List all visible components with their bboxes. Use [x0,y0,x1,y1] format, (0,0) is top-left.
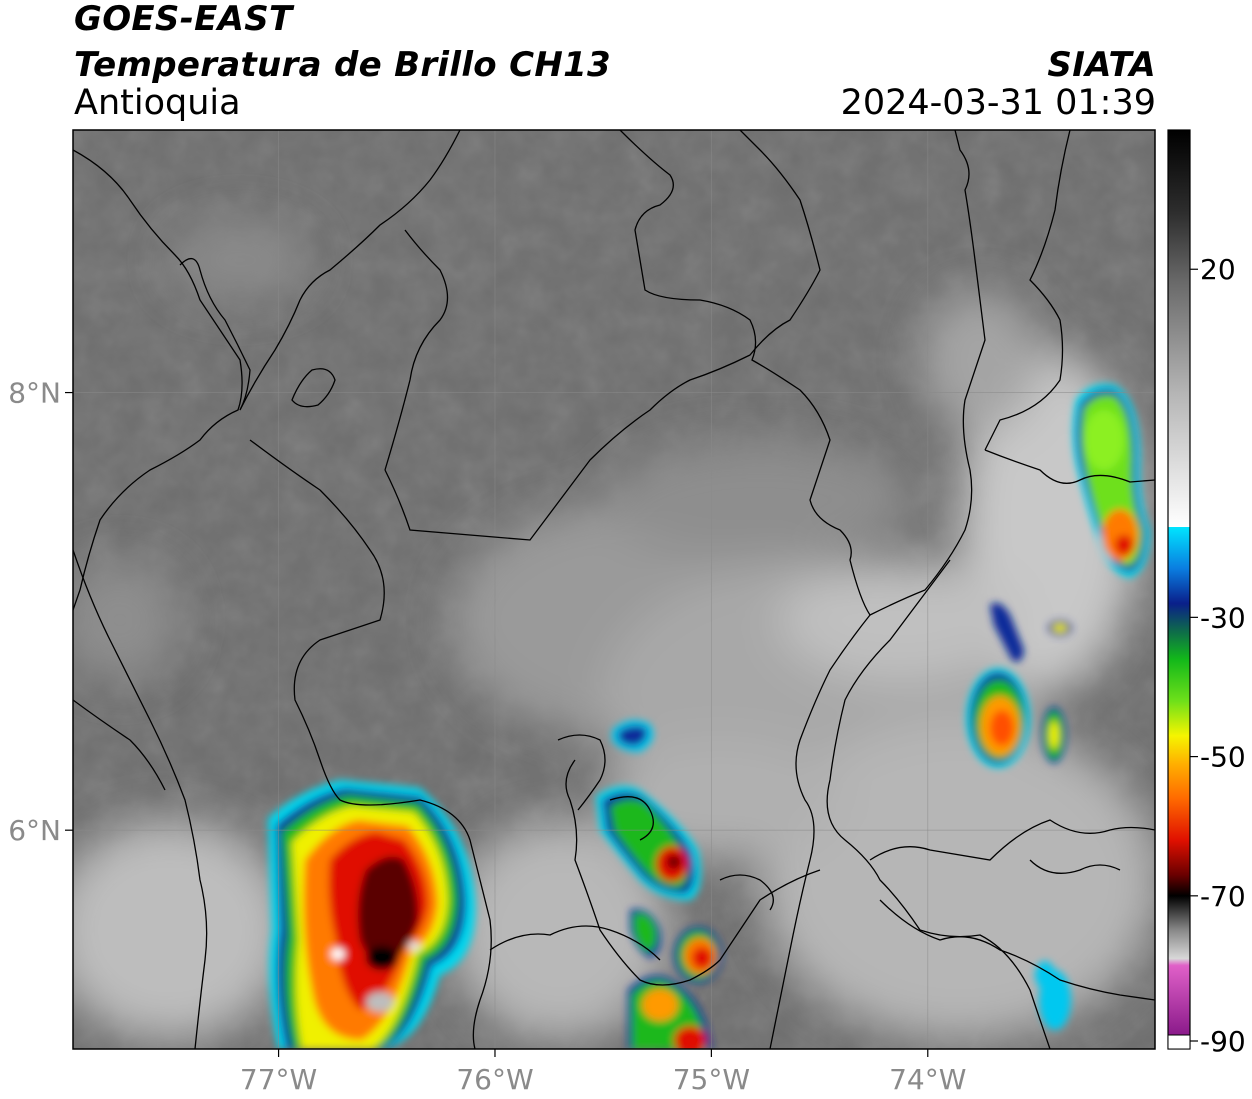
region-label: Antioquia [74,83,241,123]
boundaries [73,130,1155,1049]
map-area [73,130,1155,1049]
central-departments [565,759,821,986]
datetime-label: 2024-03-31 01:39 [840,83,1156,123]
venezuela-border [984,130,1071,451]
colorbar-tick-label: -30 [1200,601,1246,634]
municipal-lines-2 [609,796,654,841]
colorbar-under-cell [1167,1034,1191,1050]
antioquia-border-north [384,130,821,541]
gulf-of-uraba-east [239,130,461,411]
colorbar-tick-label: -90 [1200,1025,1246,1058]
product-title: Temperatura de Brillo CH13 [74,45,612,85]
axis-ticks: 77°W 76°W 75°W 74°W 8°N 6°N [8,377,966,1096]
gridlines [73,130,1155,1049]
coastline [73,149,243,611]
municipal-lines-1 [557,734,606,811]
map-frame [72,129,1156,1050]
x-tick-label: 77°W [240,1063,317,1096]
colorbar-fill [1168,130,1190,1049]
antioquia-border-west [249,439,492,1049]
cordoba-border [384,229,449,471]
atrato-delta [291,368,336,408]
choco-border [73,699,166,791]
santander-border [769,614,871,1049]
storm-cell-northeast [1072,384,1150,578]
organization-label: SIATA [1047,45,1156,85]
colorbar-tick-label: -50 [1200,741,1246,774]
municipal-lines-4 [719,874,774,911]
eastern-border [984,449,1155,484]
satellite-title: GOES-EAST [74,0,293,39]
bolivar-border [619,130,986,616]
y-tick-label: 6°N [8,814,61,847]
municipal-lines-3 [1029,859,1121,874]
boyaca-border [869,819,1155,861]
storm-cell-central [596,720,722,1049]
colorbar: 20 -30 -50 -70 -90 [1167,129,1246,1058]
storm-cell-east [966,602,1072,1030]
x-tick-label: 76°W [456,1063,533,1096]
caldas-border [489,925,661,961]
cundinamarca-border [879,899,1155,1001]
storm-cells [268,384,1150,1049]
y-tick-label: 8°N [8,377,61,410]
storm-cell-west-main [268,780,476,1049]
colorbar-ticks: 20 -30 -50 -70 -90 [1190,253,1246,1058]
gulf-of-uraba-west [179,258,251,411]
colorbar-tick-label: -70 [1200,880,1246,913]
x-tick-label: 75°W [673,1063,750,1096]
x-tick-label: 74°W [889,1063,966,1096]
colorbar-tick-label: 20 [1200,253,1236,286]
pacific-coast [73,549,208,1049]
